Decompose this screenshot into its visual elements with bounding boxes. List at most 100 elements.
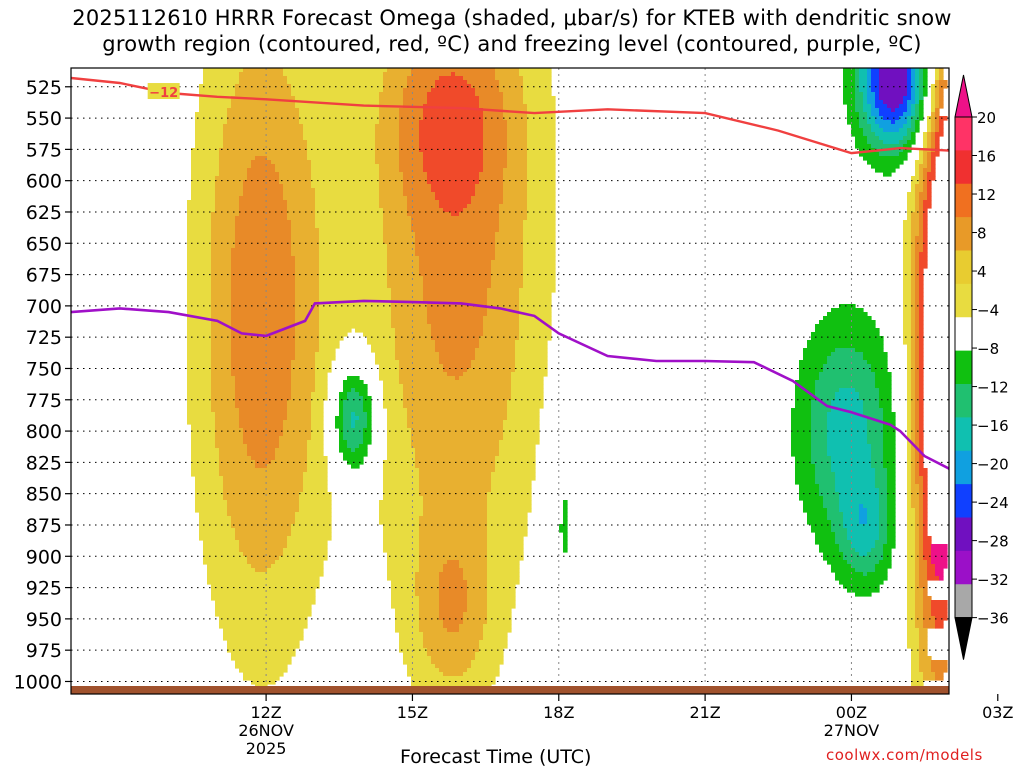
omega-shade-cell: [211, 268, 232, 273]
omega-shade-cell: [527, 216, 556, 221]
omega-shade-cell: [919, 400, 924, 405]
omega-shade-cell: [931, 560, 948, 565]
x-axis-title: Forecast Time (UTC): [400, 746, 592, 768]
omega-shade-cell: [363, 332, 396, 337]
omega-shade-cell: [391, 320, 428, 325]
omega-shade-cell: [915, 536, 920, 541]
omega-shade-cell: [439, 352, 476, 357]
omega-shade-cell: [507, 140, 528, 145]
omega-shade-cell: [363, 432, 372, 437]
omega-shade-cell: [887, 500, 896, 505]
omega-shade-cell: [211, 220, 236, 225]
omega-shade-cell: [211, 264, 232, 269]
omega-shade-cell: [483, 156, 508, 161]
omega-shade-cell: [919, 80, 924, 85]
omega-shade-cell: [375, 156, 400, 161]
omega-shade-cell: [383, 220, 412, 225]
omega-shade-cell: [911, 480, 916, 485]
omega-shade-cell: [907, 208, 916, 213]
omega-shade-cell: [871, 124, 880, 129]
omega-shade-cell: [563, 516, 568, 521]
omega-shade-cell: [223, 124, 304, 129]
omega-shade-cell: [231, 320, 296, 325]
omega-shade-cell: [403, 660, 432, 665]
omega-shade-cell: [919, 104, 924, 109]
omega-shade-cell: [927, 136, 932, 141]
omega-shade-cell: [495, 252, 524, 257]
omega-shade-cell: [491, 284, 524, 289]
omega-shade-cell: [911, 236, 916, 241]
omega-shade-cell: [515, 360, 548, 365]
omega-shade-cell: [315, 200, 380, 205]
omega-shade-cell: [299, 496, 332, 501]
omega-shade-cell: [791, 424, 812, 429]
omega-shade-cell: [383, 216, 412, 221]
omega-shade-cell: [387, 268, 420, 273]
omega-shade-cell: [923, 80, 928, 85]
credit-link[interactable]: coolwx.com/models: [826, 746, 983, 764]
omega-shade-cell: [343, 408, 364, 413]
omega-shade-cell: [235, 384, 292, 389]
omega-shade-cell: [879, 388, 892, 393]
omega-shade-cell: [527, 208, 556, 213]
omega-shade-cell: [907, 408, 912, 413]
omega-shade-cell: [915, 624, 924, 629]
omega-shade-cell: [287, 540, 328, 545]
omega-shade-cell: [379, 508, 424, 513]
omega-shade-cell: [879, 392, 892, 397]
omega-shade-cell: [407, 416, 508, 421]
omega-shade-cell: [187, 368, 212, 373]
omega-shade-cell: [867, 96, 876, 101]
omega-shade-cell: [919, 460, 924, 465]
omega-shade-cell: [911, 284, 916, 289]
omega-shade-cell: [915, 400, 920, 405]
omega-shade-cell: [407, 408, 508, 413]
omega-shade-cell: [419, 516, 488, 521]
omega-shade-cell: [915, 436, 920, 441]
omega-shade-cell: [235, 240, 292, 245]
omega-shade-cell: [907, 644, 920, 649]
omega-shade-cell: [519, 300, 552, 305]
omega-shade-cell: [931, 612, 948, 617]
omega-shade-cell: [383, 464, 416, 469]
colorbar-segment: [955, 117, 972, 151]
omega-shade-cell: [203, 544, 240, 549]
colorbar-tick-label: −36: [977, 610, 1009, 628]
colorbar-segment: [955, 283, 972, 318]
omega-shade-cell: [915, 336, 920, 341]
omega-shade-cell: [487, 552, 524, 557]
omega-shade-cell: [227, 512, 296, 517]
colorbar-segment: [955, 417, 972, 452]
omega-shade-cell: [907, 628, 920, 633]
omega-shade-cell: [395, 356, 440, 361]
omega-shade-cell: [911, 440, 916, 445]
omega-shade-cell: [851, 128, 864, 133]
omega-shade-cell: [919, 540, 924, 545]
omega-shade-cell: [887, 104, 900, 109]
omega-shade-cell: [875, 372, 892, 377]
omega-shade-cell: [915, 96, 920, 101]
omega-shade-cell: [483, 632, 508, 637]
omega-shade-cell: [903, 280, 912, 285]
omega-shade-cell: [303, 124, 376, 129]
omega-shade-cell: [483, 164, 508, 169]
omega-shade-cell: [527, 180, 556, 185]
omega-shade-cell: [907, 620, 916, 625]
omega-shade-cell: [915, 76, 920, 81]
omega-shade-cell: [403, 652, 428, 657]
omega-shade-cell: [211, 400, 236, 405]
omega-shade-cell: [295, 268, 320, 273]
omega-shade-cell: [915, 308, 920, 313]
omega-shade-cell: [407, 200, 440, 205]
omega-shade-cell: [227, 644, 300, 649]
omega-shade-cell: [395, 616, 420, 621]
omega-shade-cell: [507, 136, 528, 141]
omega-shade-cell: [939, 124, 944, 129]
omega-shade-cell: [915, 196, 920, 201]
omega-shade-cell: [915, 312, 920, 317]
omega-shade-cell: [419, 596, 440, 601]
omega-shade-cell: [195, 480, 224, 485]
omega-shade-cell: [239, 204, 288, 209]
pressure-tick-label: 775: [26, 390, 62, 412]
omega-shade-cell: [907, 400, 912, 405]
